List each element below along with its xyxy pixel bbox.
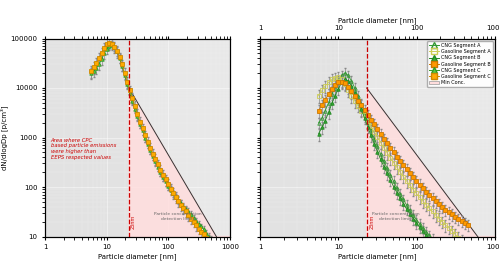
Text: Area where CPC
based particle emissions
were higher than
EEPS respected values: Area where CPC based particle emissions … [50,138,116,160]
Polygon shape [129,88,230,260]
X-axis label: Particle diameter [nm]: Particle diameter [nm] [338,253,417,260]
Y-axis label: dN/dlogDp [p/cm³]: dN/dlogDp [p/cm³] [0,105,8,170]
Bar [45,39,129,236]
Bar [260,39,366,236]
Text: 23nm: 23nm [370,215,374,229]
Text: Particle concentration
detection limits: Particle concentration detection limits [154,212,202,221]
Polygon shape [366,88,495,260]
Text: 23nm: 23nm [131,215,136,229]
X-axis label: Particle diameter [nm]: Particle diameter [nm] [338,17,417,24]
X-axis label: Particle diameter [nm]: Particle diameter [nm] [98,253,177,260]
Legend: CNG Segment A, Gasoline Segment A, CNG Segment B, Gasoline Segment B, CNG Segmen: CNG Segment A, Gasoline Segment A, CNG S… [428,41,492,87]
Text: Particle concentration
detection limits: Particle concentration detection limits [372,212,420,221]
